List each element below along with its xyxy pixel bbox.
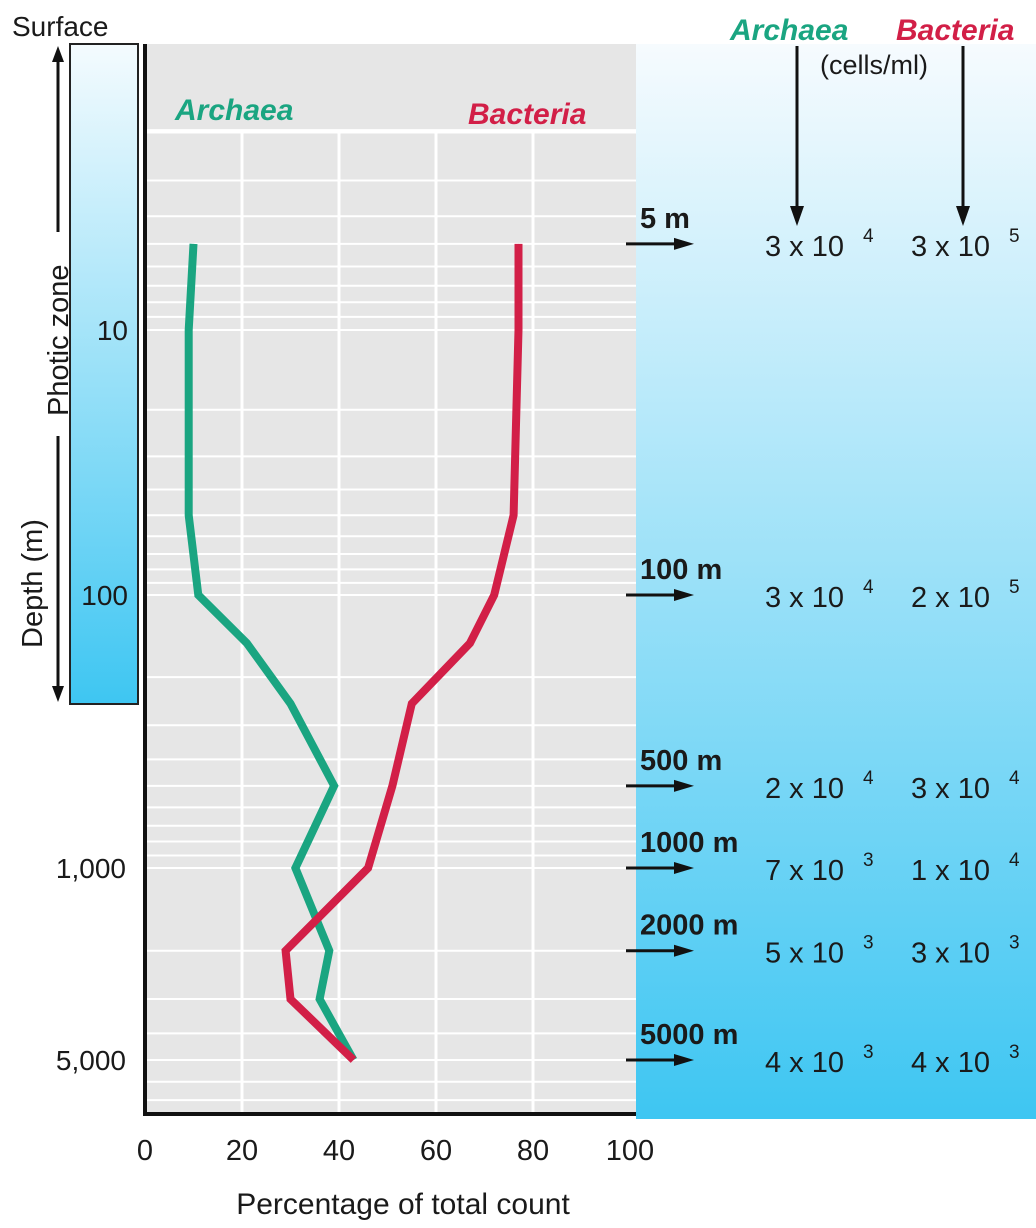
x-tick-label: 40	[323, 1135, 355, 1167]
bacteria-count: 2 x 10	[911, 582, 990, 614]
y-tick-label: 5,000	[56, 1045, 126, 1076]
depth-row-arrowhead	[674, 944, 694, 957]
depth-row-label: 100 m	[640, 554, 722, 586]
cell-count-row: 500 m 2 x 10 4 3 x 10 4	[626, 745, 1020, 805]
archaea-count: 4 x 10	[765, 1047, 844, 1079]
x-tick-label: 60	[420, 1135, 452, 1167]
archaea-count-exponent: 4	[863, 577, 874, 598]
bacteria-count: 4 x 10	[911, 1047, 990, 1079]
cell-count-header-arrows	[790, 46, 970, 226]
depth-arrow	[52, 436, 64, 702]
cell-count-row: 1000 m 7 x 10 3 1 x 10 4	[626, 827, 1020, 887]
archaea-count-exponent: 4	[863, 768, 874, 789]
depth-row-label: 5000 m	[640, 1019, 738, 1051]
cell-count-row: 100 m 3 x 10 4 2 x 10 5	[626, 554, 1020, 614]
cell-count-header-archaea: Archaea	[729, 14, 848, 47]
x-tick-label: 20	[226, 1135, 258, 1167]
photic-zone-column	[69, 43, 139, 705]
archaea-count: 3 x 10	[765, 582, 844, 614]
cell-count-rows: 5 m 3 x 10 4 3 x 10 5 100 m 3 x 10 4 2 x 10 5 500 …	[626, 203, 1020, 1079]
bacteria-count-exponent: 4	[1009, 768, 1020, 789]
depth-row-label: 1000 m	[640, 827, 738, 859]
bacteria-count: 1 x 10	[911, 855, 990, 887]
y-tick-label: 1,000	[56, 853, 126, 884]
depth-row-arrowhead	[674, 589, 694, 601]
bacteria-count-exponent: 4	[1009, 850, 1020, 871]
archaea-count: 5 x 10	[765, 938, 844, 970]
series-lines	[184, 243, 523, 1063]
plot-area	[145, 44, 636, 1114]
cell-count-header-bacteria: Bacteria	[896, 14, 1014, 47]
archaea-count: 3 x 10	[765, 231, 844, 263]
x-axis-label: Percentage of total count	[236, 1188, 570, 1221]
archaea-count-exponent: 4	[863, 226, 874, 247]
bacteria-count-exponent: 3	[1009, 933, 1020, 954]
depth-row-label: 500 m	[640, 745, 722, 777]
depth-row-arrowhead	[674, 1054, 694, 1066]
cell-count-unit: (cells/ml)	[820, 50, 928, 80]
water-column	[636, 44, 1036, 1119]
axes	[143, 44, 636, 1116]
x-tick-label: 80	[517, 1135, 549, 1167]
x-tick-labels: 0 20 40 60 80 100	[137, 1135, 654, 1167]
x-tick-label: 100	[606, 1135, 654, 1167]
archaea-count-exponent: 3	[863, 1042, 874, 1063]
bacteria-count: 3 x 10	[911, 773, 990, 805]
bacteria-count: 3 x 10	[911, 938, 990, 970]
bacteria-count-exponent: 5	[1009, 226, 1020, 247]
y-tick-label: 100	[81, 580, 128, 611]
archaea-count-exponent: 3	[863, 850, 874, 871]
legend-bacteria: Bacteria	[468, 98, 586, 131]
depth-row-arrowhead	[674, 237, 694, 250]
depth-row-label: 5 m	[640, 203, 690, 235]
depth-row-label: 2000 m	[640, 910, 738, 942]
archaea-count: 2 x 10	[765, 773, 844, 805]
y-tick-label: 10	[97, 315, 128, 346]
archaea-count-exponent: 3	[863, 933, 874, 954]
bacteria-count-exponent: 3	[1009, 1042, 1020, 1063]
y-tick-labels: 10 100 1,000 5,000	[56, 315, 128, 1076]
x-tick-label: 0	[137, 1135, 153, 1167]
legend-archaea: Archaea	[174, 94, 293, 127]
y-axis-label: Depth (m)	[17, 519, 49, 648]
photic-zone-label: Photic zone	[43, 264, 75, 416]
grid-lines	[145, 129, 636, 1114]
bacteria-count: 3 x 10	[911, 231, 990, 263]
cell-count-row: 5000 m 4 x 10 3 4 x 10 3	[626, 1019, 1020, 1079]
depth-row-arrowhead	[674, 779, 694, 792]
cell-count-row: 5 m 3 x 10 4 3 x 10 5	[626, 203, 1020, 263]
surface-label: Surface	[12, 11, 109, 42]
archaea-count: 7 x 10	[765, 855, 844, 887]
photic-zone-arrow	[52, 46, 64, 232]
bacteria-count-exponent: 5	[1009, 577, 1020, 598]
cell-count-row: 2000 m 5 x 10 3 3 x 10 3	[626, 910, 1020, 970]
depth-row-arrowhead	[674, 862, 694, 874]
